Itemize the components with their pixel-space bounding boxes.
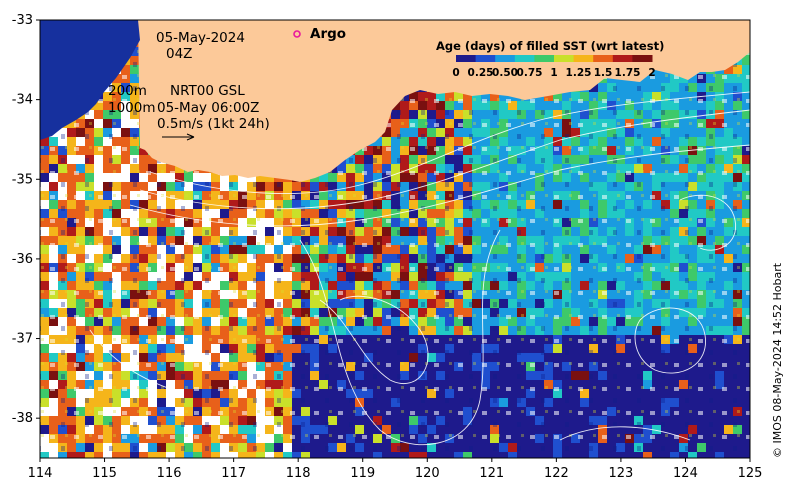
colorbar-swatches	[456, 55, 653, 62]
colorbar-swatch	[534, 55, 555, 62]
lon-tick-label: 120	[415, 466, 440, 481]
lon-tick-label: 124	[673, 466, 698, 481]
lon-tick-label: 119	[350, 466, 375, 481]
colorbar-tick-label: 0.75	[517, 67, 543, 79]
lat-tick-label: -34	[12, 93, 33, 108]
velocity-scale-arrow-icon	[162, 133, 195, 141]
colorbar-tick-label: 1.75	[615, 67, 641, 79]
western-bay-water	[40, 20, 140, 140]
velocity-scale-label: 0.5m/s (1kt 24h)	[157, 116, 270, 132]
colorbar-tick-label: 1.25	[566, 67, 592, 79]
longitude-axis: 114 115 116 117 118 119 120 121 122 123 124 125	[28, 458, 763, 481]
lat-tick-label: -38	[12, 411, 33, 426]
map-hour: 04Z	[166, 46, 192, 62]
lat-tick-label: -37	[12, 332, 33, 347]
lat-tick-label: -33	[12, 13, 33, 28]
product-label: NRT00 GSL	[170, 83, 245, 99]
colorbar-swatch	[612, 55, 633, 62]
colorbar-swatch	[475, 55, 496, 62]
colorbar-title: Age (days) of filled SST (wrt latest)	[436, 39, 664, 53]
depth-label-200m: 200m	[108, 83, 147, 99]
lat-tick-label: -35	[12, 172, 33, 187]
lon-tick-label: 118	[286, 466, 311, 481]
colorbar-tick-label: 2	[648, 67, 655, 79]
colorbar-tick-label: 1	[550, 67, 557, 79]
argo-label: Argo	[310, 26, 346, 42]
colorbar-swatch	[573, 55, 594, 62]
latitude-axis: -33 -34 -35 -36 -37 -38	[12, 13, 40, 426]
depth-label-1000m: 1000m	[108, 100, 156, 116]
lon-tick-label: 115	[92, 466, 117, 481]
lon-tick-label: 125	[738, 466, 763, 481]
map-date: 05-May-2024	[156, 30, 245, 46]
colorbar-tick-label: 0	[452, 67, 459, 79]
colorbar-tick-label: 1.5	[594, 67, 613, 79]
colorbar-swatch	[554, 55, 575, 62]
map-frame	[39, 19, 751, 459]
imos-credit: © IMOS 08-May-2024 14:52 Hobart	[771, 262, 784, 458]
colorbar-swatch	[593, 55, 614, 62]
lon-tick-label: 116	[157, 466, 182, 481]
lon-tick-label: 114	[28, 466, 53, 481]
colorbar-ticks: 0 0.250.500.75 1 1.25 1.5 1.75 2	[452, 67, 655, 79]
map-plot-area	[40, 20, 750, 458]
argo-float-marker[interactable]	[293, 30, 301, 38]
colorbar-swatch	[632, 55, 653, 62]
colorbar-tick-label: 0.25	[468, 67, 494, 79]
colorbar-swatch	[495, 55, 516, 62]
colorbar-tick-label: 0.50	[492, 67, 518, 79]
lon-tick-label: 122	[544, 466, 569, 481]
lat-tick-label: -36	[12, 252, 33, 267]
lon-tick-label: 117	[221, 466, 246, 481]
product-time: 05-May 06:00Z	[157, 100, 259, 116]
current-streamlines	[89, 91, 750, 446]
lon-tick-label: 123	[608, 466, 633, 481]
lon-tick-label: 121	[479, 466, 504, 481]
colorbar-swatch	[456, 55, 477, 62]
colorbar-swatch	[514, 55, 535, 62]
